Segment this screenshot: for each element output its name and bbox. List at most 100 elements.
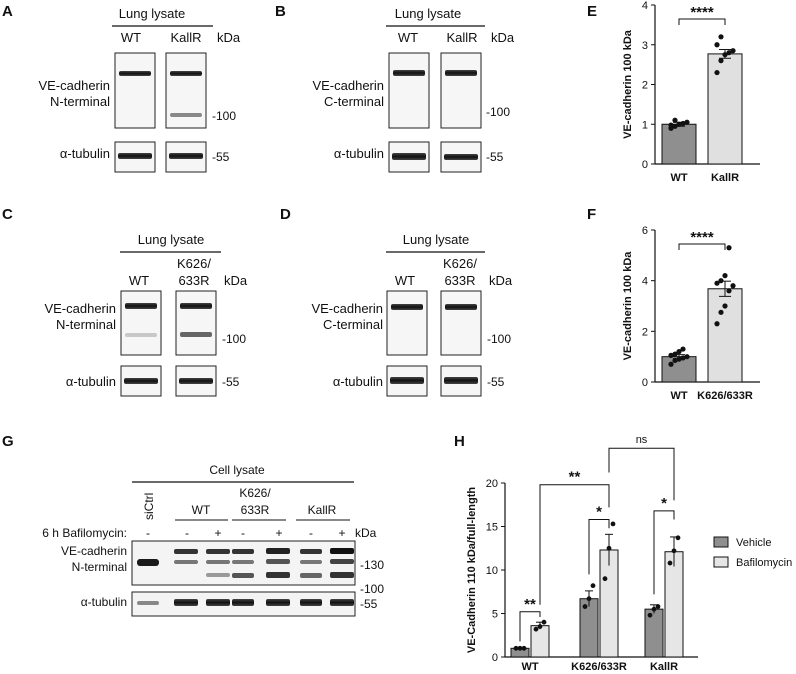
y-tick-label: 10 — [486, 565, 498, 577]
y-tick-label: 0 — [492, 652, 498, 664]
data-point — [586, 596, 592, 602]
blot-lane-wt — [388, 52, 430, 129]
x-tick-label: K626/633R — [571, 661, 627, 673]
row-label-ve-cadherin: VE-cadherin — [44, 301, 116, 316]
y-tick-label: 2 — [642, 80, 648, 92]
lane-label-k626: K626/ — [443, 256, 477, 271]
marker-55: -55 — [486, 150, 504, 164]
data-point — [655, 604, 661, 609]
data-point — [714, 280, 720, 286]
treatment-mark: - — [309, 526, 313, 540]
band-100kda — [170, 113, 202, 117]
data-point — [521, 645, 527, 651]
y-axis-label: VE-Cadherin 110 kDa/full-length — [466, 487, 478, 654]
y-tick-label: 1 — [642, 119, 648, 131]
treatment-mark: - — [146, 526, 150, 540]
x-tick-label: K626/633R — [697, 390, 753, 402]
panel-letter-a: A — [2, 3, 13, 20]
row-label-terminal: C-terminal — [323, 317, 383, 332]
y-tick-label: 4 — [642, 276, 648, 288]
data-point — [647, 612, 653, 618]
legend-label: Bafilomycin — [736, 557, 792, 569]
significance-label: ** — [569, 469, 581, 486]
lane-label-wt: WT — [395, 273, 415, 288]
band-fl — [206, 549, 230, 554]
treatment-mark: - — [241, 526, 245, 540]
marker-55: -55 — [360, 597, 378, 611]
kda-label: kDa — [489, 273, 513, 288]
x-tick-label: WT — [670, 390, 687, 402]
band-130 — [300, 560, 322, 564]
data-point — [533, 626, 539, 632]
marker-55: -55 — [212, 150, 230, 164]
band-130 — [174, 560, 198, 564]
lane-label-kallr: KallR — [446, 30, 477, 45]
marker-55: -55 — [487, 375, 505, 389]
data-point — [537, 624, 543, 629]
band-130 — [232, 560, 254, 564]
significance-label: **** — [690, 229, 714, 246]
lane-label-wt: WT — [398, 30, 418, 45]
band-tubulin — [179, 378, 213, 384]
panel-letter-c: C — [2, 206, 13, 223]
significance-bracket — [678, 243, 726, 250]
panel-letter-g: G — [2, 433, 14, 450]
row-label-terminal: C-terminal — [324, 94, 384, 109]
row-label-terminal: N-terminal — [50, 94, 110, 109]
kda-label: kDa — [224, 273, 248, 288]
marker-100: -100 — [222, 332, 246, 346]
y-axis-label: VE-cadherin 100 kDa — [622, 251, 634, 361]
group-label-sictrl: siCtrl — [142, 493, 156, 520]
marker-55: -55 — [222, 375, 240, 389]
data-point — [718, 309, 724, 315]
data-point — [517, 645, 523, 651]
band-fl — [330, 548, 354, 554]
bar — [644, 608, 664, 658]
blot-lane-k626-633r — [175, 290, 217, 356]
band-tubulin — [444, 377, 478, 384]
significance-bracket — [653, 510, 675, 595]
bar — [599, 549, 619, 658]
y-tick-label: 20 — [486, 478, 498, 490]
data-point — [714, 69, 720, 76]
row-label-tubulin: α-tubulin — [81, 595, 127, 609]
bar — [664, 551, 684, 658]
panel-g: G Cell lysate siCtrl WT K626/ 633R KallR… — [2, 433, 384, 617]
data-point — [513, 645, 519, 651]
data-point — [676, 349, 682, 355]
row-label-ve-cadherin: VE-cadherin — [61, 544, 127, 558]
legend-label: Vehicle — [736, 537, 771, 549]
panel-letter-h: H — [454, 433, 465, 450]
band-fl — [266, 548, 290, 554]
data-point — [680, 346, 686, 352]
chart-h: 0 5 10 15 20 VE-Cadherin 110 kDa/full-length W… — [466, 434, 792, 673]
bar — [707, 53, 743, 165]
data-point — [676, 356, 682, 362]
kda-label: kDa — [217, 30, 241, 45]
row-label-tubulin: α-tubulin — [60, 146, 110, 161]
lane-label-wt: WT — [129, 273, 149, 288]
panel-d: D Lung lysate WT K626/ 633R kDa VE-cadhe… — [280, 206, 513, 397]
group-label-wt: WT — [192, 503, 211, 517]
group-label-k626: K626/ — [239, 486, 271, 500]
row-label-ve-cadherin: VE-cadherin — [312, 78, 384, 93]
data-point — [667, 560, 673, 566]
y-tick-label: 0 — [642, 159, 648, 171]
band-100 — [206, 573, 230, 577]
data-point — [718, 34, 724, 40]
blot-lane-wt — [120, 290, 162, 356]
treatment-label: 6 h Bafilomycin: — [42, 526, 127, 540]
marker-100: -100 — [487, 332, 511, 346]
lane-label-633r: 633R — [444, 273, 475, 288]
data-point — [602, 576, 608, 582]
data-point — [582, 604, 588, 609]
data-point — [714, 42, 720, 48]
row-label-tubulin: α-tubulin — [333, 374, 383, 389]
data-point — [680, 120, 686, 127]
data-point — [730, 48, 736, 54]
significance-label: ns — [636, 434, 648, 446]
header-lung-lysate: Lung lysate — [395, 6, 462, 21]
legend-swatch — [713, 536, 729, 548]
treatment-mark: - — [185, 526, 189, 540]
band-full-length — [445, 70, 477, 76]
